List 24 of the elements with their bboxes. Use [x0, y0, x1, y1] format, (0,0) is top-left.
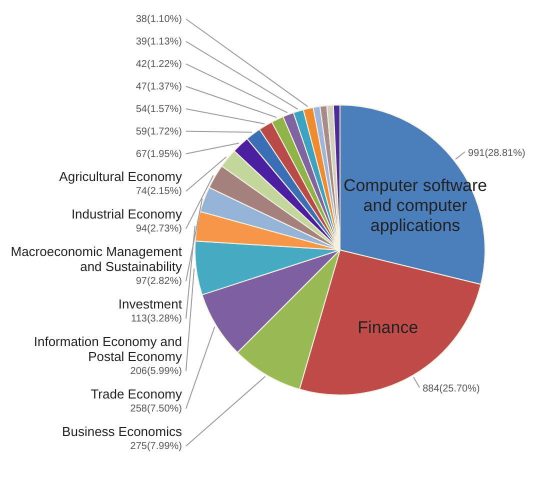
data-label: 38(1.10%) — [136, 14, 182, 25]
slice-label: Business Economics — [62, 424, 182, 439]
data-label: 884(25.70%) — [422, 384, 480, 395]
data-label: 206(5.99%) — [130, 366, 182, 378]
slice-label: Trade Economy — [90, 386, 182, 402]
data-label: 54(1.57%) — [136, 104, 182, 115]
slice-label: Investment — [118, 296, 182, 312]
data-label: 47(1.37%) — [136, 81, 182, 92]
data-label: 113(3.28%) — [131, 314, 182, 325]
data-label: 59(1.72%) — [136, 126, 182, 138]
data-label: 42(1.22%) — [136, 58, 182, 70]
data-label: 74(2.15%) — [136, 186, 182, 198]
data-label: 94(2.73%) — [136, 224, 182, 235]
data-label: 67(1.95%) — [136, 148, 182, 160]
data-label: 39(1.13%) — [136, 36, 182, 48]
data-label: 991(28.81%) — [468, 148, 526, 159]
data-label: 258(7.50%) — [130, 404, 182, 415]
slice-label: Industrial Economy — [71, 206, 182, 222]
slice-label: Information Economy and Postal Economy — [34, 334, 182, 364]
slice-label: Finance — [358, 318, 418, 337]
slice-label: Agricultural Economy — [59, 169, 182, 184]
data-label: 275(7.99%) — [130, 441, 182, 452]
data-label: 97(2.82%) — [136, 276, 182, 288]
slice-label: Macroeconomic Management and Sustainability — [10, 244, 182, 274]
